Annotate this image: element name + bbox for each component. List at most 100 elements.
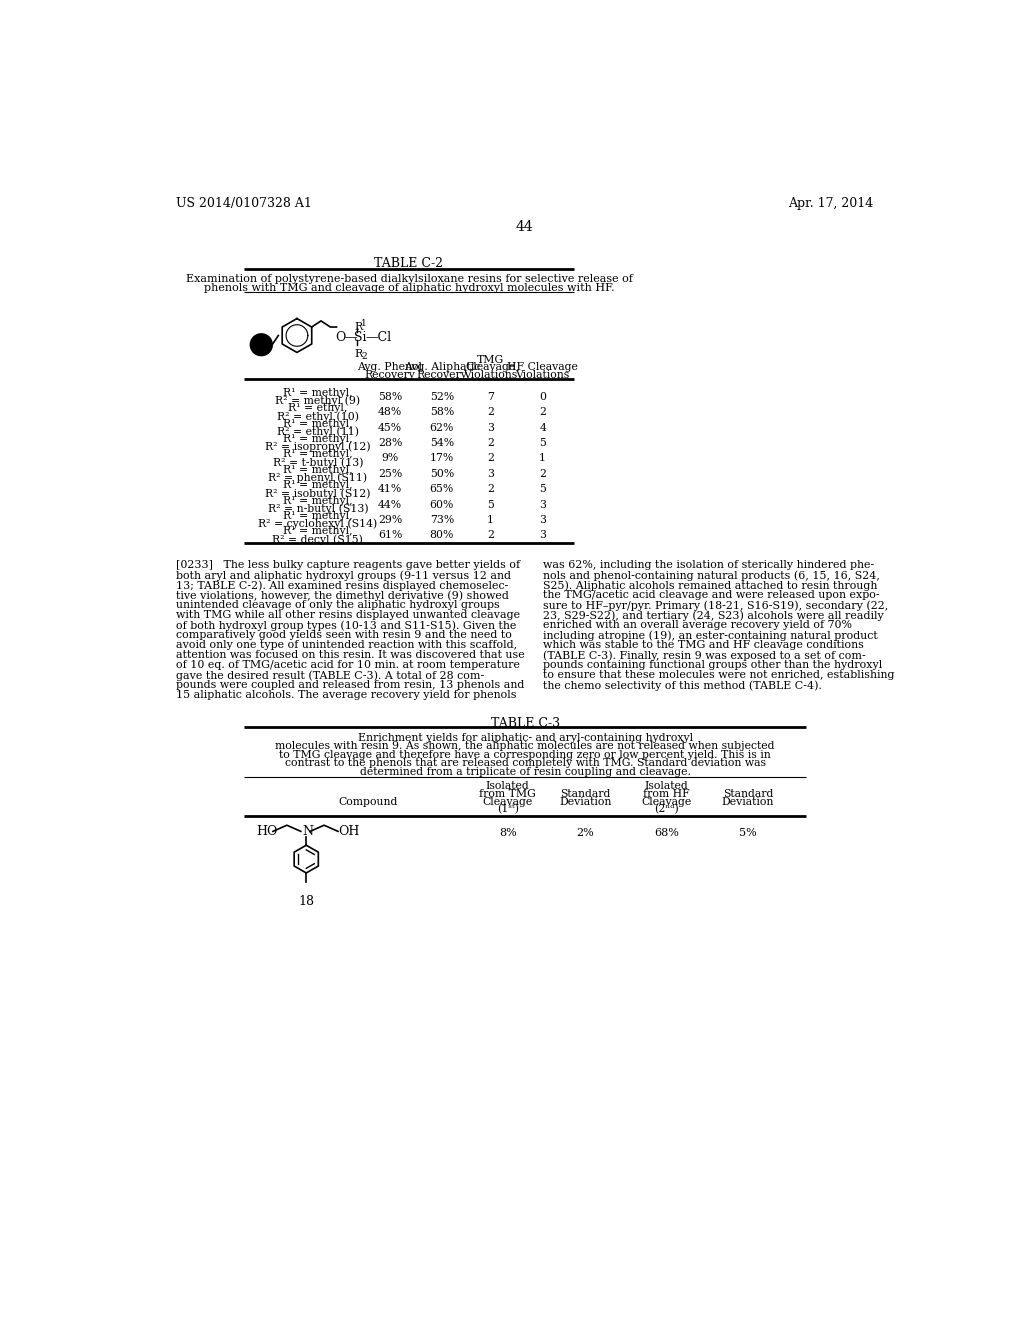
Text: avoid only one type of unintended reaction with this scaffold,: avoid only one type of unintended reacti… bbox=[176, 640, 517, 651]
Text: 48%: 48% bbox=[378, 407, 402, 417]
Text: US 2014/0107328 A1: US 2014/0107328 A1 bbox=[176, 197, 312, 210]
Text: 44%: 44% bbox=[378, 499, 402, 510]
Text: 3: 3 bbox=[487, 469, 495, 479]
Text: gave the desired result (TABLE C-3). A total of 28 com-: gave the desired result (TABLE C-3). A t… bbox=[176, 671, 484, 681]
Text: 73%: 73% bbox=[430, 515, 454, 525]
Text: Cleavage: Cleavage bbox=[466, 363, 516, 372]
Text: R¹ = methyl,: R¹ = methyl, bbox=[283, 465, 352, 475]
Text: R² = decyl (S15): R² = decyl (S15) bbox=[272, 535, 364, 545]
Text: including atropine (19), an ester-containing natural product: including atropine (19), an ester-contai… bbox=[543, 631, 878, 642]
Text: R² = isopropyl (12): R² = isopropyl (12) bbox=[265, 442, 371, 453]
Text: 60%: 60% bbox=[430, 499, 454, 510]
Text: contrast to the phenols that are released completely with TMG. Standard deviatio: contrast to the phenols that are release… bbox=[285, 758, 766, 768]
Text: R² = methyl (9): R² = methyl (9) bbox=[275, 396, 360, 407]
Text: R² = ethyl (11): R² = ethyl (11) bbox=[276, 426, 358, 437]
Text: Violations: Violations bbox=[515, 370, 569, 380]
Text: 9%: 9% bbox=[381, 453, 398, 463]
Text: (2ⁿᵈ): (2ⁿᵈ) bbox=[654, 804, 679, 814]
Text: 5%: 5% bbox=[739, 828, 757, 837]
Text: Cleavage: Cleavage bbox=[641, 797, 692, 807]
Text: TABLE C-2: TABLE C-2 bbox=[375, 257, 443, 271]
Text: 25%: 25% bbox=[378, 469, 402, 479]
Text: Enrichment yields for aliphatic- and aryl-containing hydroxyl: Enrichment yields for aliphatic- and ary… bbox=[357, 733, 693, 743]
Text: 3: 3 bbox=[539, 499, 546, 510]
Text: 4: 4 bbox=[540, 422, 546, 433]
Text: 2: 2 bbox=[539, 407, 546, 417]
Text: (TABLE C-3). Finally, resin 9 was exposed to a set of com-: (TABLE C-3). Finally, resin 9 was expose… bbox=[543, 651, 865, 661]
Text: 3: 3 bbox=[487, 422, 495, 433]
Text: 45%: 45% bbox=[378, 422, 402, 433]
Text: Avg. Aliphatic: Avg. Aliphatic bbox=[403, 362, 480, 372]
Text: 68%: 68% bbox=[654, 828, 679, 837]
Text: 2: 2 bbox=[487, 453, 495, 463]
Text: R¹ = methyl,: R¹ = methyl, bbox=[283, 527, 352, 536]
Text: TABLE C-3: TABLE C-3 bbox=[490, 718, 560, 730]
Text: 7: 7 bbox=[487, 392, 495, 401]
Text: comparatively good yields seen with resin 9 and the need to: comparatively good yields seen with resi… bbox=[176, 631, 512, 640]
Text: O: O bbox=[335, 331, 345, 345]
Text: 1: 1 bbox=[539, 453, 546, 463]
Text: 54%: 54% bbox=[430, 438, 454, 447]
Text: Compound: Compound bbox=[339, 797, 398, 807]
Text: R² = ethyl (10): R² = ethyl (10) bbox=[276, 411, 358, 421]
Text: of both hydroxyl group types (10-13 and S11-S15). Given the: of both hydroxyl group types (10-13 and … bbox=[176, 620, 516, 631]
Text: 3: 3 bbox=[539, 515, 546, 525]
Text: 80%: 80% bbox=[430, 531, 454, 540]
Text: R¹ = methyl,: R¹ = methyl, bbox=[283, 388, 352, 397]
Text: R¹ = methyl,: R¹ = methyl, bbox=[283, 496, 352, 506]
Text: pounds containing functional groups other than the hydroxyl: pounds containing functional groups othe… bbox=[543, 660, 882, 671]
Text: pounds were coupled and released from resin, 13 phenols and: pounds were coupled and released from re… bbox=[176, 681, 524, 690]
Text: 2: 2 bbox=[361, 352, 367, 362]
Text: Apr. 17, 2014: Apr. 17, 2014 bbox=[788, 197, 873, 210]
Text: determined from a triplicate of resin coupling and cleavage.: determined from a triplicate of resin co… bbox=[359, 767, 690, 776]
Text: —Cl: —Cl bbox=[366, 331, 391, 345]
Text: Cleavage: Cleavage bbox=[482, 797, 532, 807]
Text: R: R bbox=[354, 322, 362, 331]
Text: 28%: 28% bbox=[378, 438, 402, 447]
Text: attention was focused on this resin. It was discovered that use: attention was focused on this resin. It … bbox=[176, 651, 524, 660]
Text: 2: 2 bbox=[487, 407, 495, 417]
Text: 29%: 29% bbox=[378, 515, 402, 525]
Text: OH: OH bbox=[338, 825, 359, 838]
Text: R¹ = methyl,: R¹ = methyl, bbox=[283, 434, 352, 444]
Text: —: — bbox=[344, 331, 356, 345]
Text: both aryl and aliphatic hydroxyl groups (9-11 versus 12 and: both aryl and aliphatic hydroxyl groups … bbox=[176, 570, 511, 581]
Text: R² = cyclohexyl (S14): R² = cyclohexyl (S14) bbox=[258, 519, 378, 529]
Text: from TMG: from TMG bbox=[479, 789, 537, 799]
Text: R² = t-butyl (13): R² = t-butyl (13) bbox=[272, 457, 364, 467]
Text: 0: 0 bbox=[539, 392, 546, 401]
Text: sure to HF–pyr/pyr. Primary (18-21, S16-S19), secondary (22,: sure to HF–pyr/pyr. Primary (18-21, S16-… bbox=[543, 601, 888, 611]
Text: Standard: Standard bbox=[723, 789, 773, 799]
Text: the TMG/acetic acid cleavage and were released upon expo-: the TMG/acetic acid cleavage and were re… bbox=[543, 590, 880, 601]
Text: TMG: TMG bbox=[477, 355, 505, 364]
Text: R¹ = methyl,: R¹ = methyl, bbox=[283, 511, 352, 521]
Text: 5: 5 bbox=[487, 499, 495, 510]
Text: from HF: from HF bbox=[643, 789, 690, 799]
Text: 61%: 61% bbox=[378, 531, 402, 540]
Circle shape bbox=[251, 335, 271, 355]
Text: HO: HO bbox=[256, 825, 278, 838]
Text: 62%: 62% bbox=[430, 422, 454, 433]
Text: 23, S29-S22), and tertiary (24, S23) alcohols were all readily: 23, S29-S22), and tertiary (24, S23) alc… bbox=[543, 610, 884, 620]
Text: R¹ = ethyl,: R¹ = ethyl, bbox=[288, 404, 347, 413]
Text: 44: 44 bbox=[516, 220, 534, 234]
Text: Isolated: Isolated bbox=[485, 781, 529, 791]
Text: enriched with an overall average recovery yield of 70%: enriched with an overall average recover… bbox=[543, 620, 852, 631]
Text: 8%: 8% bbox=[499, 828, 517, 837]
Text: R¹ = methyl,: R¹ = methyl, bbox=[283, 480, 352, 490]
Text: S25). Aliphatic alcohols remained attached to resin through: S25). Aliphatic alcohols remained attach… bbox=[543, 581, 877, 591]
Text: R¹ = methyl,: R¹ = methyl, bbox=[283, 418, 352, 429]
Text: Deviation: Deviation bbox=[722, 797, 774, 807]
Text: nols and phenol-containing natural products (6, 15, 16, S24,: nols and phenol-containing natural produ… bbox=[543, 570, 880, 581]
Text: 58%: 58% bbox=[430, 407, 454, 417]
Text: was 62%, including the isolation of sterically hindered phe-: was 62%, including the isolation of ster… bbox=[543, 561, 873, 570]
Text: Violations: Violations bbox=[464, 370, 518, 380]
Text: which was stable to the TMG and HF cleavage conditions: which was stable to the TMG and HF cleav… bbox=[543, 640, 863, 651]
Text: 2: 2 bbox=[487, 531, 495, 540]
Text: to TMG cleavage and therefore have a corresponding zero or low percent yield. Th: to TMG cleavage and therefore have a cor… bbox=[280, 750, 771, 760]
Text: 13; TABLE C-2). All examined resins displayed chemoselec-: 13; TABLE C-2). All examined resins disp… bbox=[176, 581, 509, 591]
Text: phenols with TMG and cleavage of aliphatic hydroxyl molecules with HF.: phenols with TMG and cleavage of aliphat… bbox=[204, 284, 614, 293]
Text: of 10 eq. of TMG/acetic acid for 10 min. at room temperature: of 10 eq. of TMG/acetic acid for 10 min.… bbox=[176, 660, 520, 671]
Text: R² = phenyl (S11): R² = phenyl (S11) bbox=[268, 473, 368, 483]
Text: Examination of polystyrene-based dialkylsiloxane resins for selective release of: Examination of polystyrene-based dialkyl… bbox=[185, 275, 633, 284]
